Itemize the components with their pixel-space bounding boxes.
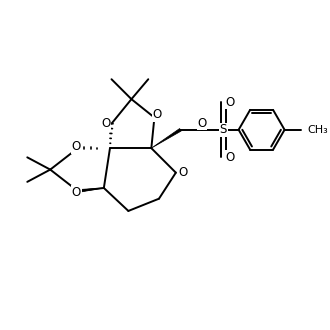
- Text: O: O: [178, 166, 187, 179]
- Polygon shape: [78, 188, 104, 192]
- Text: S: S: [220, 123, 227, 136]
- Text: O: O: [225, 151, 235, 164]
- Text: O: O: [153, 108, 162, 121]
- Text: O: O: [197, 116, 207, 130]
- Text: CH₃: CH₃: [307, 125, 328, 135]
- Text: O: O: [225, 96, 235, 109]
- Text: O: O: [101, 117, 111, 130]
- Text: O: O: [72, 186, 81, 199]
- Polygon shape: [151, 128, 181, 148]
- Text: O: O: [72, 140, 81, 153]
